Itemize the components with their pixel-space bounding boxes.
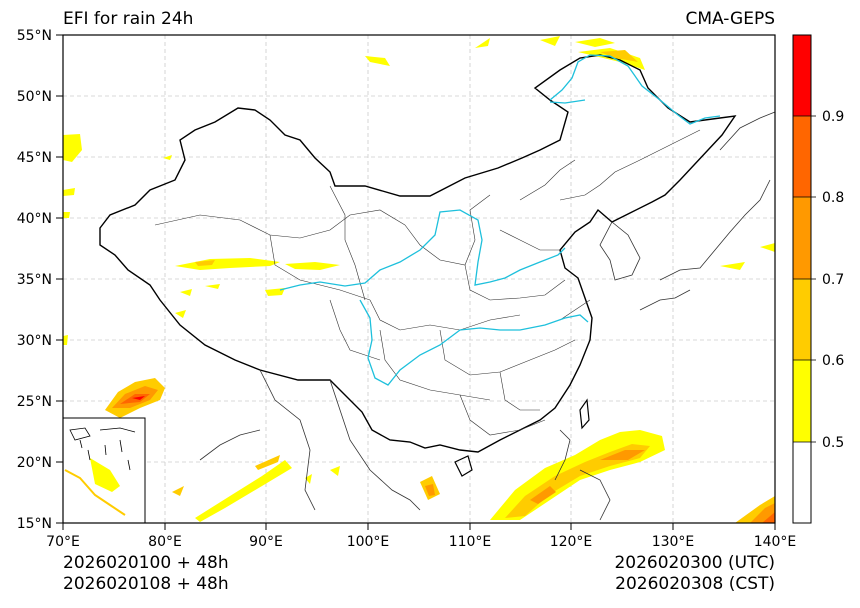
lon-tick-label: 100°E bbox=[347, 534, 390, 550]
valid-time-cst: 2026020308 (CST) bbox=[615, 574, 775, 594]
colorbar-label: 0.9 bbox=[822, 109, 844, 125]
province-borders bbox=[154, 129, 701, 436]
lat-tick-label: 40°N bbox=[17, 211, 52, 227]
lon-tick-label: 120°E bbox=[550, 534, 593, 550]
lon-tick-label: 130°E bbox=[652, 534, 695, 550]
south-china-sea-inset bbox=[62, 417, 146, 524]
lat-tick-label: 30°N bbox=[17, 333, 52, 349]
colorbar-segment bbox=[793, 279, 811, 360]
lat-tick-label: 35°N bbox=[17, 272, 52, 288]
lon-tick-label: 80°E bbox=[148, 534, 182, 550]
colorbar-label: 0.6 bbox=[822, 353, 844, 369]
colorbar: 0.5 0.6 0.7 0.8 0.9 bbox=[792, 34, 844, 524]
lat-tick-label: 15°N bbox=[17, 516, 52, 532]
colorbar-label: 0.7 bbox=[822, 272, 844, 288]
country-borders bbox=[99, 54, 776, 521]
axis-ticks bbox=[56, 34, 776, 530]
colorbar-segment bbox=[793, 360, 811, 442]
init-time-cst: 2026020108 + 48h bbox=[63, 574, 229, 594]
lat-tick-label: 25°N bbox=[17, 394, 52, 410]
colorbar-segment bbox=[793, 442, 811, 523]
lat-tick-label: 50°N bbox=[17, 89, 52, 105]
lat-tick-label: 20°N bbox=[17, 455, 52, 471]
colorbar-segment bbox=[793, 197, 811, 279]
lon-tick-label: 140°E bbox=[754, 534, 797, 550]
colorbar-label: 0.8 bbox=[822, 190, 844, 206]
rivers bbox=[279, 54, 721, 386]
colorbar-segment bbox=[793, 116, 811, 197]
init-time-utc: 2026020100 + 48h bbox=[63, 553, 229, 573]
colorbar-label: 0.5 bbox=[822, 435, 844, 451]
lon-tick-label: 90°E bbox=[249, 534, 283, 550]
lat-tick-label: 55°N bbox=[17, 28, 52, 44]
grid-lines bbox=[63, 35, 775, 523]
map-title: EFI for rain 24h bbox=[63, 9, 194, 29]
lon-tick-label: 110°E bbox=[449, 534, 492, 550]
valid-time-utc: 2026020300 (UTC) bbox=[614, 553, 775, 573]
lon-tick-label: 70°E bbox=[46, 534, 80, 550]
lat-tick-label: 45°N bbox=[17, 150, 52, 166]
colorbar-segment bbox=[793, 35, 811, 116]
model-name: CMA-GEPS bbox=[685, 9, 775, 29]
